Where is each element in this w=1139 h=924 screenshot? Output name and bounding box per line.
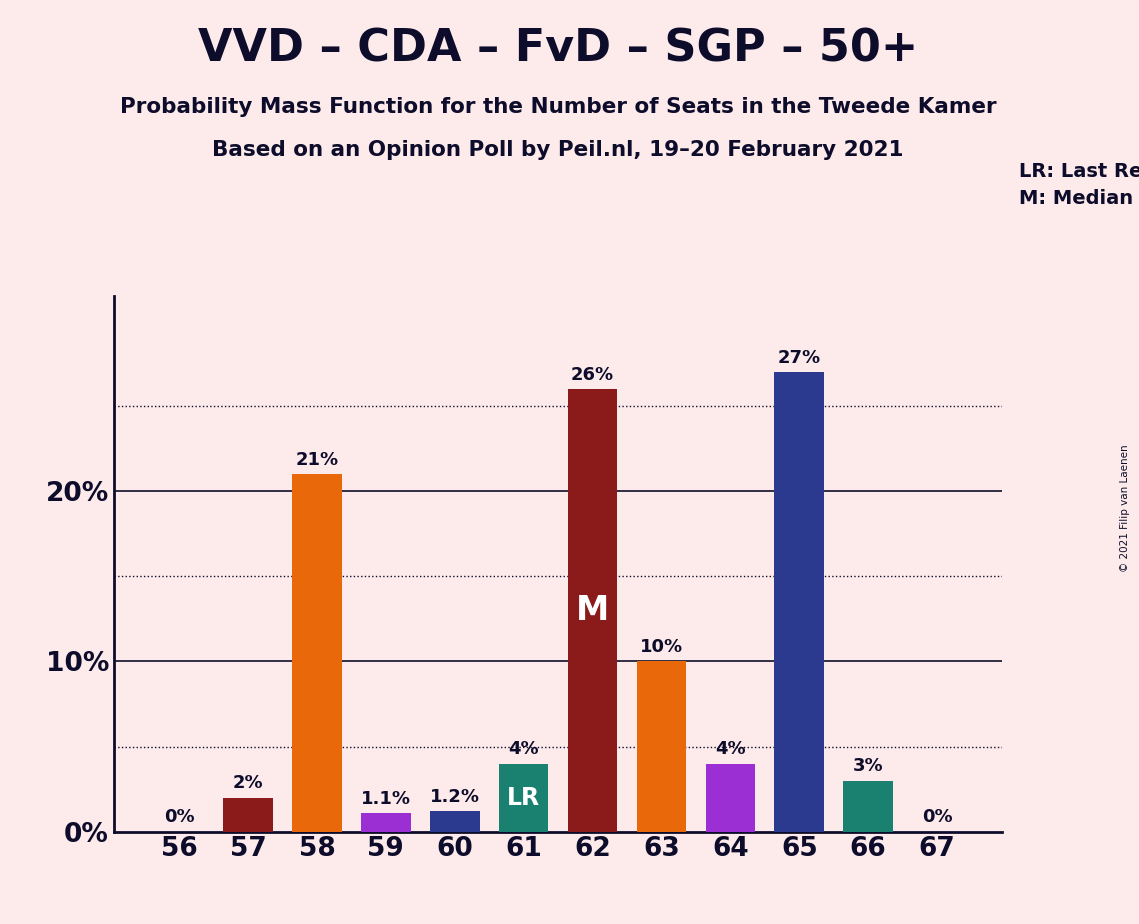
Bar xyxy=(361,813,411,832)
Text: 4%: 4% xyxy=(508,740,539,759)
Text: Probability Mass Function for the Number of Seats in the Tweede Kamer: Probability Mass Function for the Number… xyxy=(120,97,997,117)
Bar xyxy=(499,763,549,832)
Text: Based on an Opinion Poll by Peil.nl, 19–20 February 2021: Based on an Opinion Poll by Peil.nl, 19–… xyxy=(212,140,904,161)
Text: 0%: 0% xyxy=(921,808,952,826)
Bar xyxy=(429,811,480,832)
Text: 26%: 26% xyxy=(571,366,614,384)
Text: 0%: 0% xyxy=(164,808,195,826)
Text: 2%: 2% xyxy=(232,774,263,793)
Text: 3%: 3% xyxy=(853,758,884,775)
Text: M: Median: M: Median xyxy=(1019,189,1133,209)
Text: VVD – CDA – FvD – SGP – 50+: VVD – CDA – FvD – SGP – 50+ xyxy=(198,28,918,71)
Bar xyxy=(567,389,617,832)
Bar xyxy=(637,662,687,832)
Text: 1.2%: 1.2% xyxy=(429,788,480,806)
Text: M: M xyxy=(576,594,609,626)
Text: 4%: 4% xyxy=(715,740,746,759)
Bar xyxy=(775,372,825,832)
Bar xyxy=(292,474,342,832)
Text: 27%: 27% xyxy=(778,349,821,367)
Text: 10%: 10% xyxy=(640,638,683,656)
Text: 1.1%: 1.1% xyxy=(361,790,411,808)
Text: 21%: 21% xyxy=(295,451,338,469)
Text: LR: LR xyxy=(507,785,540,809)
Bar xyxy=(223,797,273,832)
Text: © 2021 Filip van Laenen: © 2021 Filip van Laenen xyxy=(1120,444,1130,572)
Text: LR: Last Result: LR: Last Result xyxy=(1019,162,1139,181)
Bar xyxy=(843,781,893,832)
Bar xyxy=(705,763,755,832)
